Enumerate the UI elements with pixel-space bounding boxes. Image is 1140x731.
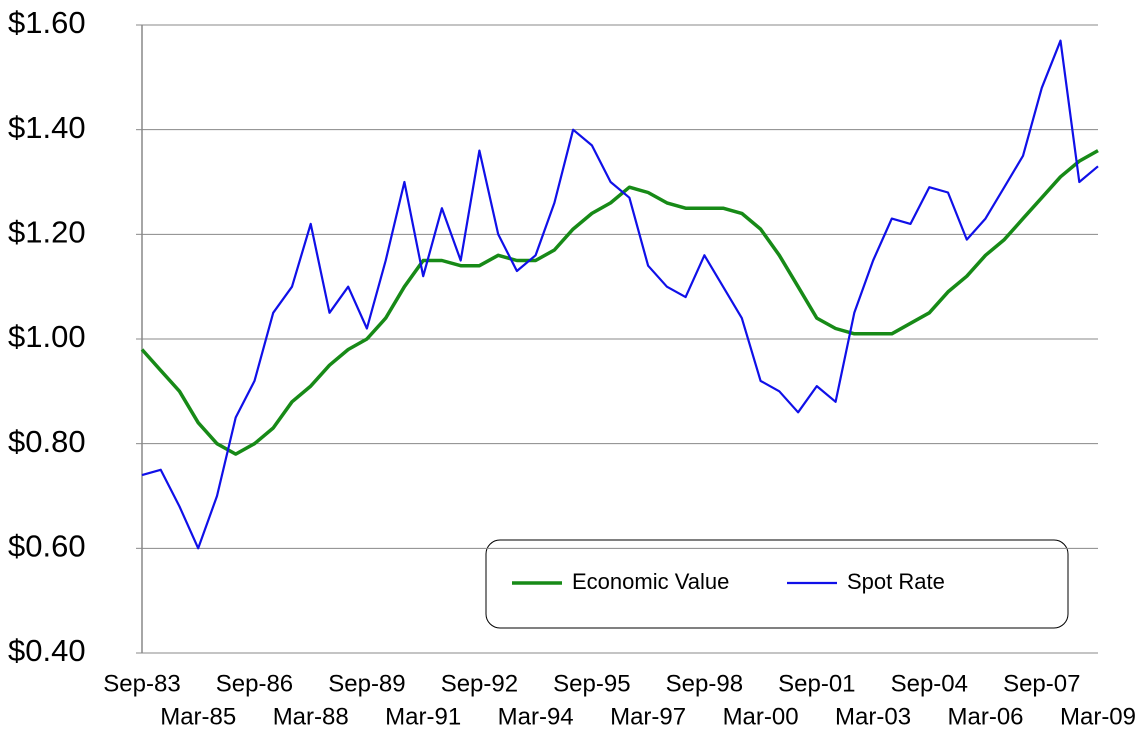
x-tick-label: Mar-09 — [1060, 703, 1136, 730]
x-tick-label: Mar-06 — [948, 703, 1024, 730]
x-tick-label: Sep-83 — [103, 670, 180, 697]
legend-box — [485, 539, 1069, 629]
y-tick-label: $0.80 — [8, 424, 86, 459]
y-tick-label: $1.20 — [8, 215, 86, 250]
legend-label: Economic Value — [572, 569, 729, 594]
y-tick-label: $0.60 — [8, 529, 86, 564]
x-tick-label: Sep-86 — [216, 670, 293, 697]
x-tick-label: Mar-85 — [160, 703, 236, 730]
x-tick-label: Sep-92 — [441, 670, 518, 697]
x-tick-label: Sep-89 — [328, 670, 405, 697]
y-tick-label: $0.40 — [8, 633, 86, 668]
x-tick-label: Sep-95 — [553, 670, 630, 697]
x-tick-label: Mar-91 — [385, 703, 461, 730]
y-tick-label: $1.00 — [8, 319, 86, 354]
legend-label: Spot Rate — [847, 569, 945, 594]
y-tick-label: $1.40 — [8, 110, 86, 145]
x-tick-label: Sep-04 — [891, 670, 968, 697]
x-tick-label: Mar-00 — [723, 703, 799, 730]
x-tick-label: Mar-97 — [610, 703, 686, 730]
series-line — [140, 149, 1099, 456]
x-tick-label: Mar-88 — [273, 703, 349, 730]
series-line — [141, 39, 1099, 550]
x-tick-label: Mar-94 — [498, 703, 574, 730]
x-tick-label: Mar-03 — [835, 703, 911, 730]
x-tick-label: Sep-07 — [1003, 670, 1080, 697]
x-tick-label: Sep-98 — [666, 670, 743, 697]
x-tick-label: Sep-01 — [778, 670, 855, 697]
y-tick-label: $1.60 — [8, 5, 86, 40]
